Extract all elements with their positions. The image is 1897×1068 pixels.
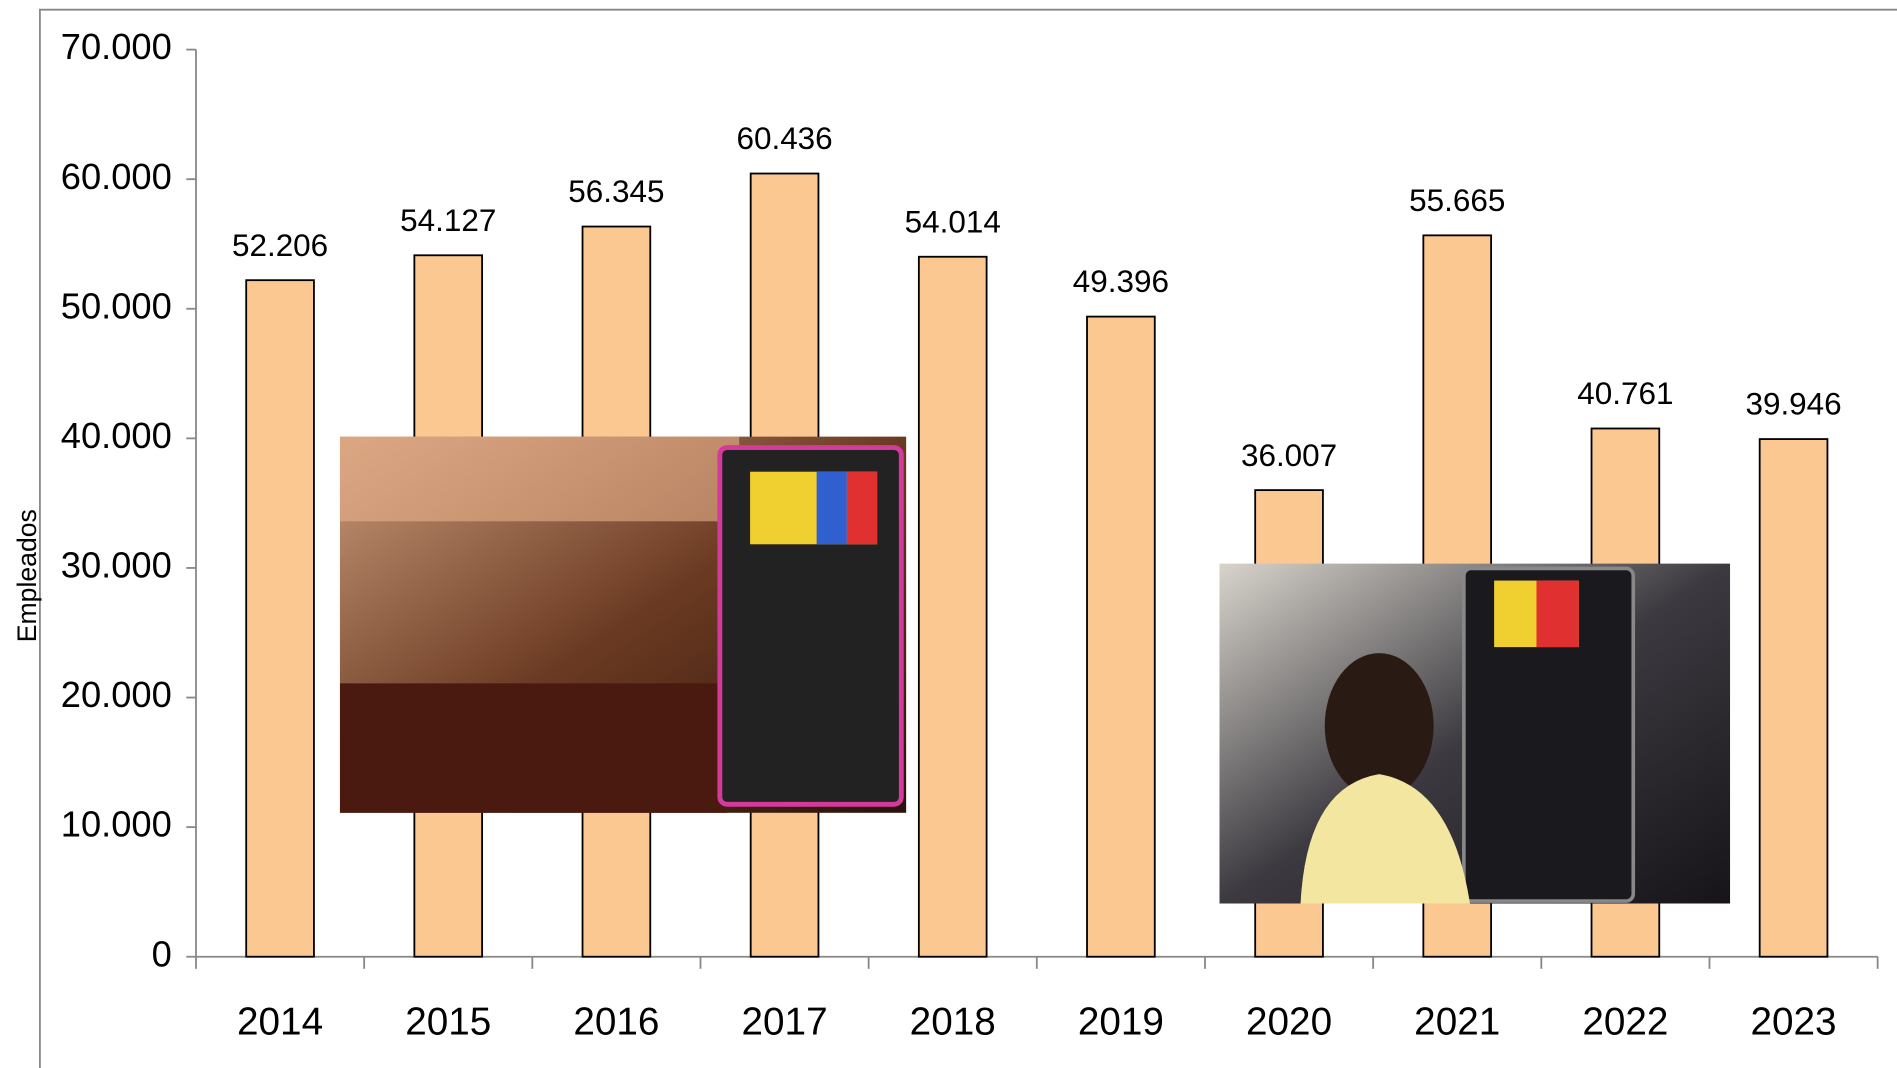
photo-detail [1536, 581, 1578, 648]
x-tick-label: 2022 [1582, 1001, 1668, 1044]
y-tick-label: 30.000 [61, 545, 172, 586]
y-tick-label: 20.000 [61, 674, 172, 715]
chart: Empleados 0 10.000 20.000 30.000 40.000 50.00… [0, 0, 1897, 1068]
y-tick-label: 0 [152, 933, 172, 974]
value-label: 54.127 [400, 203, 496, 238]
photo-detail [847, 472, 877, 545]
x-tick-label: 2019 [1078, 1001, 1164, 1044]
photo-detail [340, 437, 739, 522]
x-tick-label: 2020 [1246, 1001, 1332, 1044]
bar [1760, 439, 1828, 957]
x-tick-label: 2018 [910, 1001, 996, 1044]
x-tick-label: 2014 [237, 1001, 323, 1044]
bar [1087, 317, 1155, 957]
photo-bar [340, 437, 906, 813]
y-tick-label: 70.000 [61, 26, 172, 67]
y-tick-label: 60.000 [61, 156, 172, 197]
bar [246, 280, 314, 957]
value-label: 52.206 [232, 228, 328, 263]
value-label: 39.946 [1745, 387, 1841, 422]
value-label: 40.761 [1577, 376, 1673, 411]
value-label: 60.436 [736, 121, 832, 156]
y-tick-label: 50.000 [61, 285, 172, 326]
y-tick-label: 10.000 [61, 804, 172, 845]
x-tick-label: 2021 [1414, 1001, 1500, 1044]
value-label: 54.014 [905, 204, 1001, 239]
y-axis-label: Empleados [12, 509, 42, 642]
page: Empleados 0 10.000 20.000 30.000 40.000 50.00… [0, 0, 1897, 1068]
photo-detail [817, 472, 847, 545]
x-tick-label: 2015 [405, 1001, 491, 1044]
value-label: 55.665 [1409, 183, 1505, 218]
bar [919, 257, 987, 957]
value-label: 49.396 [1073, 264, 1169, 299]
x-tick-label: 2017 [742, 1001, 828, 1044]
value-label: 36.007 [1241, 438, 1337, 473]
x-tick-label: 2016 [573, 1001, 659, 1044]
y-tick-label: 40.000 [61, 415, 172, 456]
photo-woman [1220, 564, 1731, 904]
x-tick-label: 2023 [1751, 1001, 1837, 1044]
value-label: 56.345 [568, 174, 664, 209]
photo-detail [340, 683, 727, 812]
